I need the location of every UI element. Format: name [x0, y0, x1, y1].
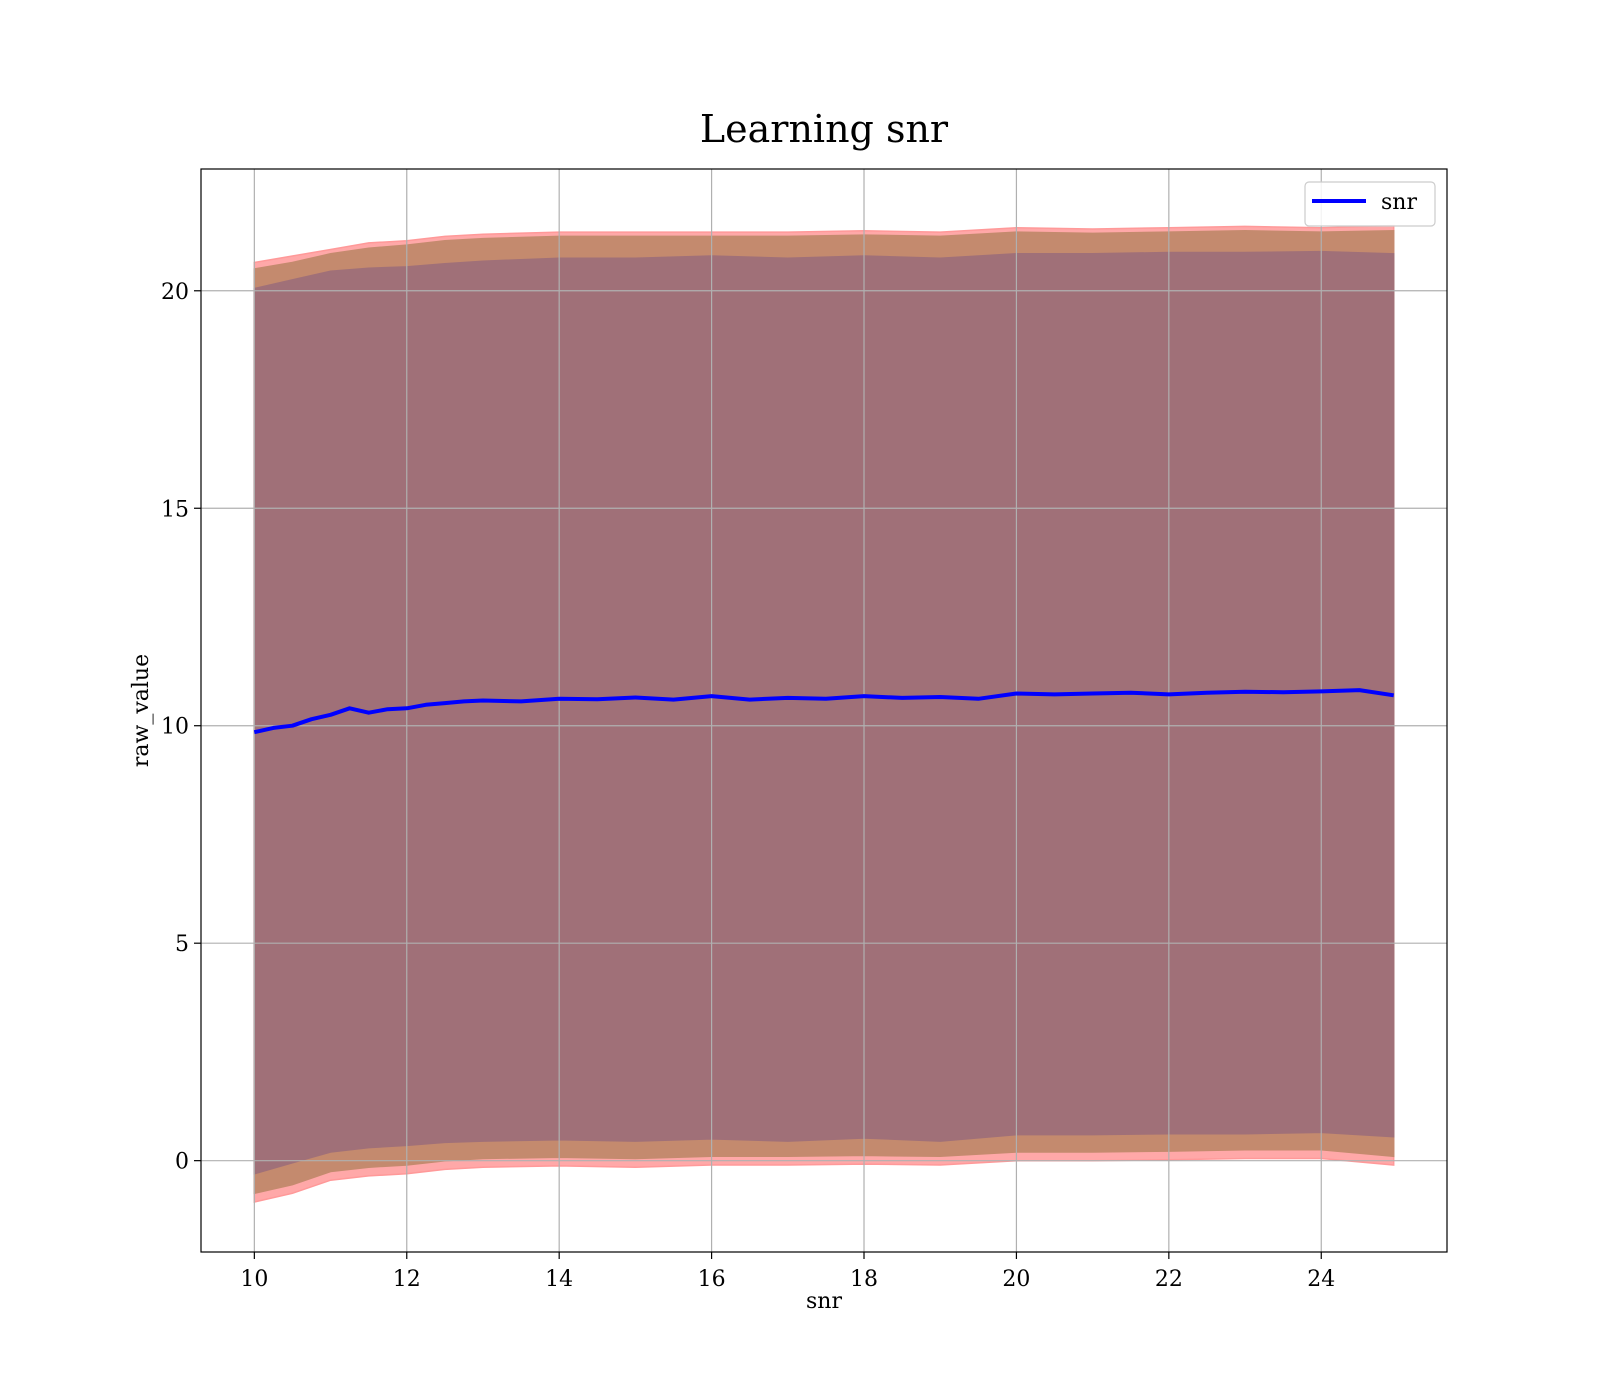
legend-box — [1304, 181, 1436, 227]
chart-title: Learning snr — [700, 107, 949, 151]
x-tick-label: 16 — [698, 1267, 726, 1292]
y-tick-label: 5 — [175, 932, 189, 957]
x-tick-label: 24 — [1307, 1267, 1335, 1292]
y-tick-label: 0 — [175, 1150, 189, 1175]
legend-label-snr: snr — [1381, 190, 1417, 215]
y-tick-label: 20 — [161, 280, 189, 305]
band-inner — [253, 250, 1395, 1175]
x-tick-label: 10 — [240, 1267, 268, 1292]
x-tick-label: 18 — [850, 1267, 878, 1292]
legend: snr — [1304, 181, 1436, 227]
grid-lines — [201, 169, 1447, 1252]
confidence-bands — [253, 224, 1395, 1203]
y-tick-label: 15 — [161, 497, 189, 522]
x-tick-label: 20 — [1002, 1267, 1030, 1292]
axis-ticks: 10 12 14 16 18 20 22 24 0 5 10 15 20 — [161, 280, 1335, 1292]
x-tick-label: 22 — [1155, 1267, 1183, 1292]
series-line-snr — [253, 688, 1394, 735]
x-axis-label: snr — [806, 1289, 842, 1314]
x-tick-label: 14 — [545, 1267, 573, 1292]
series-lines — [253, 688, 1394, 735]
y-tick-label: 10 — [161, 715, 189, 740]
plot-frame — [200, 168, 1448, 1253]
x-tick-label: 12 — [393, 1267, 421, 1292]
y-axis-label: raw_value — [129, 654, 154, 767]
